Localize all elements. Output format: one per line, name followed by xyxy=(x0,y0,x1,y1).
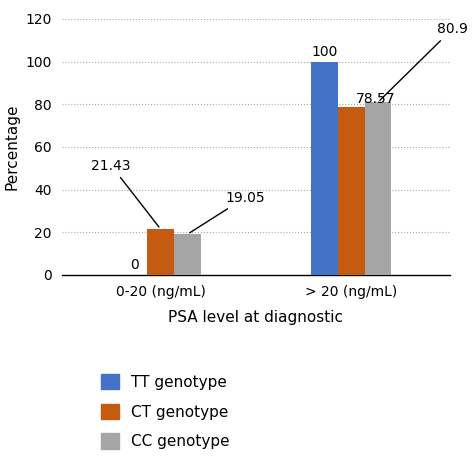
Text: 0: 0 xyxy=(130,258,138,272)
X-axis label: PSA level at diagnostic: PSA level at diagnostic xyxy=(168,310,344,325)
Bar xyxy=(311,62,338,275)
Text: 78.57: 78.57 xyxy=(356,92,395,107)
Text: 19.05: 19.05 xyxy=(190,191,265,233)
Y-axis label: Percentage: Percentage xyxy=(5,104,20,190)
Legend: TT genotype, CT genotype, CC genotype: TT genotype, CT genotype, CC genotype xyxy=(93,366,237,457)
Text: 21.43: 21.43 xyxy=(91,158,159,227)
Text: 80.9: 80.9 xyxy=(380,22,468,100)
Bar xyxy=(147,229,174,275)
Bar xyxy=(174,234,201,275)
Bar xyxy=(365,102,391,275)
Bar xyxy=(338,107,365,275)
Text: 100: 100 xyxy=(311,46,338,60)
